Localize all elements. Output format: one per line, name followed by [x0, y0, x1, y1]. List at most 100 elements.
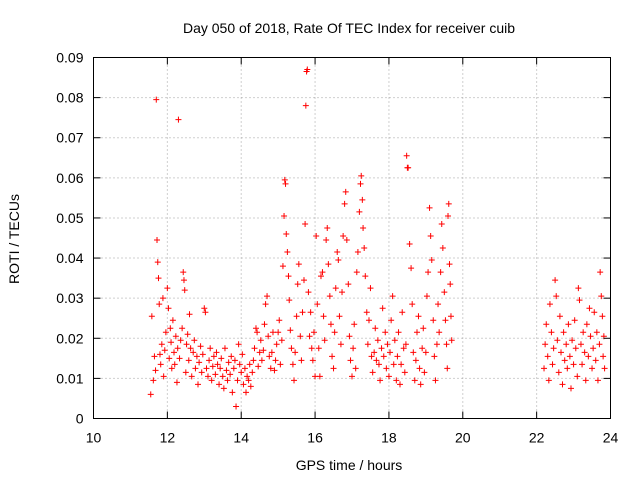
data-point	[221, 345, 228, 352]
data-point	[219, 373, 226, 380]
data-point	[548, 329, 555, 336]
chart-title: Day 050 of 2018, Rate Of TEC Index for r…	[183, 20, 515, 36]
data-point	[168, 365, 175, 372]
data-point	[329, 353, 336, 360]
data-point	[357, 180, 364, 187]
data-point	[587, 333, 594, 340]
data-point	[558, 349, 565, 356]
data-point	[203, 365, 210, 372]
data-point	[214, 361, 221, 368]
data-point	[402, 341, 409, 348]
data-point	[308, 345, 315, 352]
data-point	[185, 357, 192, 364]
data-point	[399, 309, 406, 316]
data-point	[231, 357, 238, 364]
data-point	[258, 357, 265, 364]
data-point	[445, 212, 452, 219]
data-point	[159, 295, 166, 302]
data-point	[269, 329, 276, 336]
data-point	[164, 285, 171, 292]
data-point	[187, 345, 194, 352]
data-point	[599, 313, 606, 320]
data-point	[158, 341, 165, 348]
data-point	[334, 249, 341, 256]
data-point	[305, 289, 312, 296]
data-point	[169, 317, 176, 324]
data-point	[152, 367, 159, 374]
data-point	[288, 345, 295, 352]
data-point	[278, 337, 285, 344]
data-point	[310, 329, 317, 336]
data-point	[188, 373, 195, 380]
data-point	[180, 277, 187, 284]
data-point	[268, 349, 275, 356]
data-point	[378, 345, 385, 352]
x-axis-label: GPS time / hours	[296, 457, 403, 473]
data-point	[563, 341, 570, 348]
data-point	[300, 277, 307, 284]
data-point	[425, 269, 432, 276]
data-point	[566, 353, 573, 360]
data-point	[387, 349, 394, 356]
data-point	[174, 345, 181, 352]
data-point	[307, 309, 314, 316]
data-point	[411, 377, 418, 384]
data-point	[567, 385, 574, 392]
data-point	[408, 265, 415, 272]
data-point	[388, 317, 395, 324]
data-point	[403, 152, 410, 159]
data-point	[544, 353, 551, 360]
data-point	[383, 365, 390, 372]
data-point	[401, 369, 408, 376]
data-point	[179, 325, 186, 332]
data-point	[228, 353, 235, 360]
data-point	[358, 172, 365, 179]
data-point	[243, 389, 250, 396]
data-point	[247, 383, 254, 390]
data-point	[245, 377, 252, 384]
data-point	[241, 365, 248, 372]
data-point	[555, 369, 562, 376]
data-point	[233, 403, 240, 410]
data-point	[314, 301, 321, 308]
data-point	[422, 349, 429, 356]
data-point	[272, 357, 279, 364]
data-points	[147, 66, 608, 410]
data-point	[346, 333, 353, 340]
data-point	[173, 379, 180, 386]
data-point	[447, 281, 454, 288]
data-point	[351, 321, 358, 328]
data-point	[601, 365, 608, 372]
data-point	[298, 357, 305, 364]
data-point	[261, 321, 268, 328]
data-point	[363, 309, 370, 316]
data-point	[293, 313, 300, 320]
data-point	[335, 257, 342, 264]
data-point	[410, 349, 417, 356]
data-point	[394, 353, 401, 360]
data-point	[343, 237, 350, 244]
data-point	[417, 381, 424, 388]
data-point	[190, 349, 197, 356]
x-tick-label: 14	[233, 430, 249, 446]
data-point	[597, 269, 604, 276]
data-point	[330, 365, 337, 372]
data-point	[445, 200, 452, 207]
data-point	[306, 333, 313, 340]
data-point	[302, 220, 309, 227]
data-point	[281, 212, 288, 219]
y-tick-label: 0.09	[56, 50, 83, 66]
data-point	[326, 293, 333, 300]
data-point	[313, 232, 320, 239]
data-point	[565, 321, 572, 328]
data-point	[186, 311, 193, 318]
data-point	[255, 363, 262, 370]
data-point	[579, 361, 586, 368]
data-point	[426, 204, 433, 211]
data-point	[160, 373, 167, 380]
data-point	[254, 329, 261, 336]
data-point	[592, 357, 599, 364]
data-point	[444, 365, 451, 372]
data-point	[238, 369, 245, 376]
data-point	[412, 357, 419, 364]
